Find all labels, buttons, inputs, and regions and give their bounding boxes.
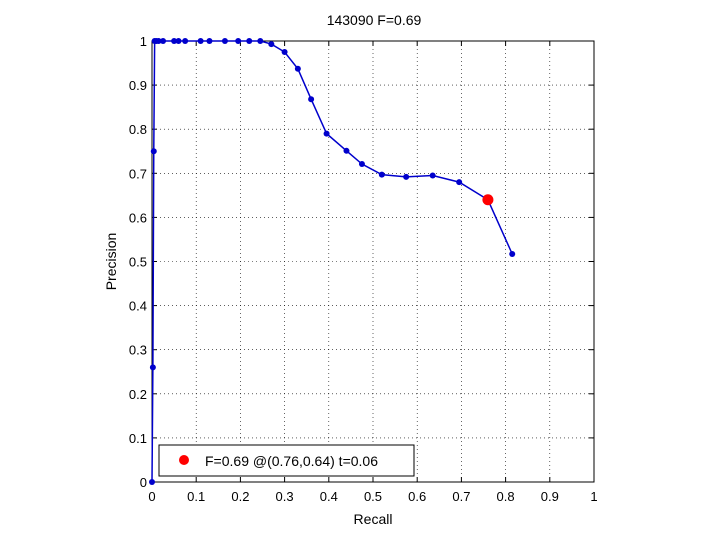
series-point [456,179,463,186]
x-tick-label: 0.6 [408,489,426,504]
series-point [206,38,213,44]
series-point [268,41,275,48]
series-point [171,38,178,44]
series-point [281,49,288,56]
series-point [246,38,253,44]
series-point [294,65,301,72]
y-tick-label: 0.9 [129,78,147,93]
x-tick-label: 0.7 [452,489,470,504]
x-tick-label: 0 [148,489,155,504]
series-point [358,161,365,168]
series-point [149,479,155,485]
series-point [343,147,350,154]
series-point [509,251,516,258]
legend: F=0.69 @(0.76,0.64) t=0.06 [158,444,415,477]
y-tick-label: 0.5 [129,255,147,270]
series-point [150,148,157,155]
y-tick-label: 0.2 [129,387,147,402]
grid [152,41,594,482]
y-tick-label: 0.3 [129,343,147,358]
series-point [197,38,204,44]
optimal-point [482,194,494,206]
series-point [378,171,385,178]
legend-box [158,444,415,477]
y-tick-label: 0.7 [129,166,147,181]
series-point [221,38,228,44]
series-point [235,38,242,44]
legend-text: F=0.69 @(0.76,0.64) t=0.06 [205,453,378,469]
x-tick-label: 1 [590,489,597,504]
series-point [149,364,156,371]
series-point [257,38,264,44]
x-axis-label: Recall [354,511,393,527]
series-point [429,172,436,179]
x-tick-label: 0.5 [364,489,382,504]
chart-title: 143090 F=0.69 [327,12,422,28]
series-point [155,38,162,44]
series-point [403,173,410,180]
y-axis-label: Precision [103,233,119,291]
y-tick-label: 0.1 [129,431,147,446]
series-point [323,130,330,137]
series-point [308,96,315,103]
x-tick-label: 0.9 [541,489,559,504]
y-tick-label: 0.6 [129,210,147,225]
y-tick-label: 1 [140,34,147,49]
series-point [160,38,167,44]
y-tick-label: 0 [140,475,147,490]
x-tick-label: 0.4 [320,489,338,504]
y-tick-label: 0.8 [129,122,147,137]
x-tick-label: 0.8 [497,489,515,504]
axis-ticks: 0 0.1 0.2 0.3 0.4 0.5 0.6 0.7 0.8 0.9 1 0 0.1 0.2 0.3 0… [129,34,598,504]
legend-marker [179,455,189,465]
x-tick-label: 0.2 [231,489,249,504]
y-tick-label: 0.4 [129,299,147,314]
series-layer [149,38,516,485]
x-tick-label: 0.3 [276,489,294,504]
series-point [182,38,189,44]
x-tick-label: 0.1 [187,489,205,504]
series-point [175,38,182,44]
